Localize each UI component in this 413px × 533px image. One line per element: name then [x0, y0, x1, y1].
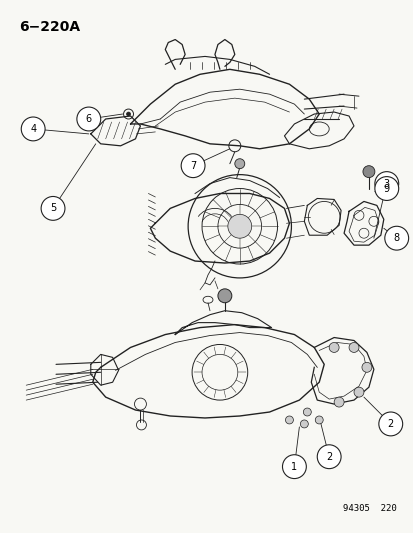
- Text: 6−220A: 6−220A: [19, 20, 80, 34]
- Circle shape: [126, 112, 130, 116]
- Circle shape: [21, 117, 45, 141]
- Text: 7: 7: [190, 160, 196, 171]
- Text: 94305  220: 94305 220: [342, 504, 396, 513]
- Circle shape: [362, 166, 374, 177]
- Circle shape: [227, 214, 251, 238]
- Circle shape: [361, 362, 371, 372]
- Circle shape: [333, 397, 343, 407]
- Text: 9: 9: [383, 183, 389, 193]
- Circle shape: [234, 159, 244, 168]
- Circle shape: [316, 445, 340, 469]
- Text: 2: 2: [387, 419, 393, 429]
- Text: 1: 1: [291, 462, 297, 472]
- Circle shape: [300, 420, 308, 428]
- Text: 5: 5: [50, 204, 56, 213]
- Circle shape: [353, 387, 363, 397]
- Circle shape: [181, 154, 204, 177]
- Circle shape: [384, 227, 408, 250]
- Text: 3: 3: [383, 179, 389, 189]
- Text: 4: 4: [30, 124, 36, 134]
- Circle shape: [285, 416, 293, 424]
- Circle shape: [41, 197, 65, 220]
- Text: 8: 8: [393, 233, 399, 243]
- Circle shape: [348, 343, 358, 352]
- Circle shape: [378, 412, 402, 436]
- Circle shape: [374, 176, 398, 200]
- Circle shape: [217, 289, 231, 303]
- Text: 6: 6: [85, 114, 92, 124]
- Text: 2: 2: [325, 451, 332, 462]
- Circle shape: [282, 455, 306, 479]
- Circle shape: [328, 343, 338, 352]
- Circle shape: [315, 416, 323, 424]
- Circle shape: [374, 172, 398, 196]
- Circle shape: [77, 107, 100, 131]
- Circle shape: [303, 408, 311, 416]
